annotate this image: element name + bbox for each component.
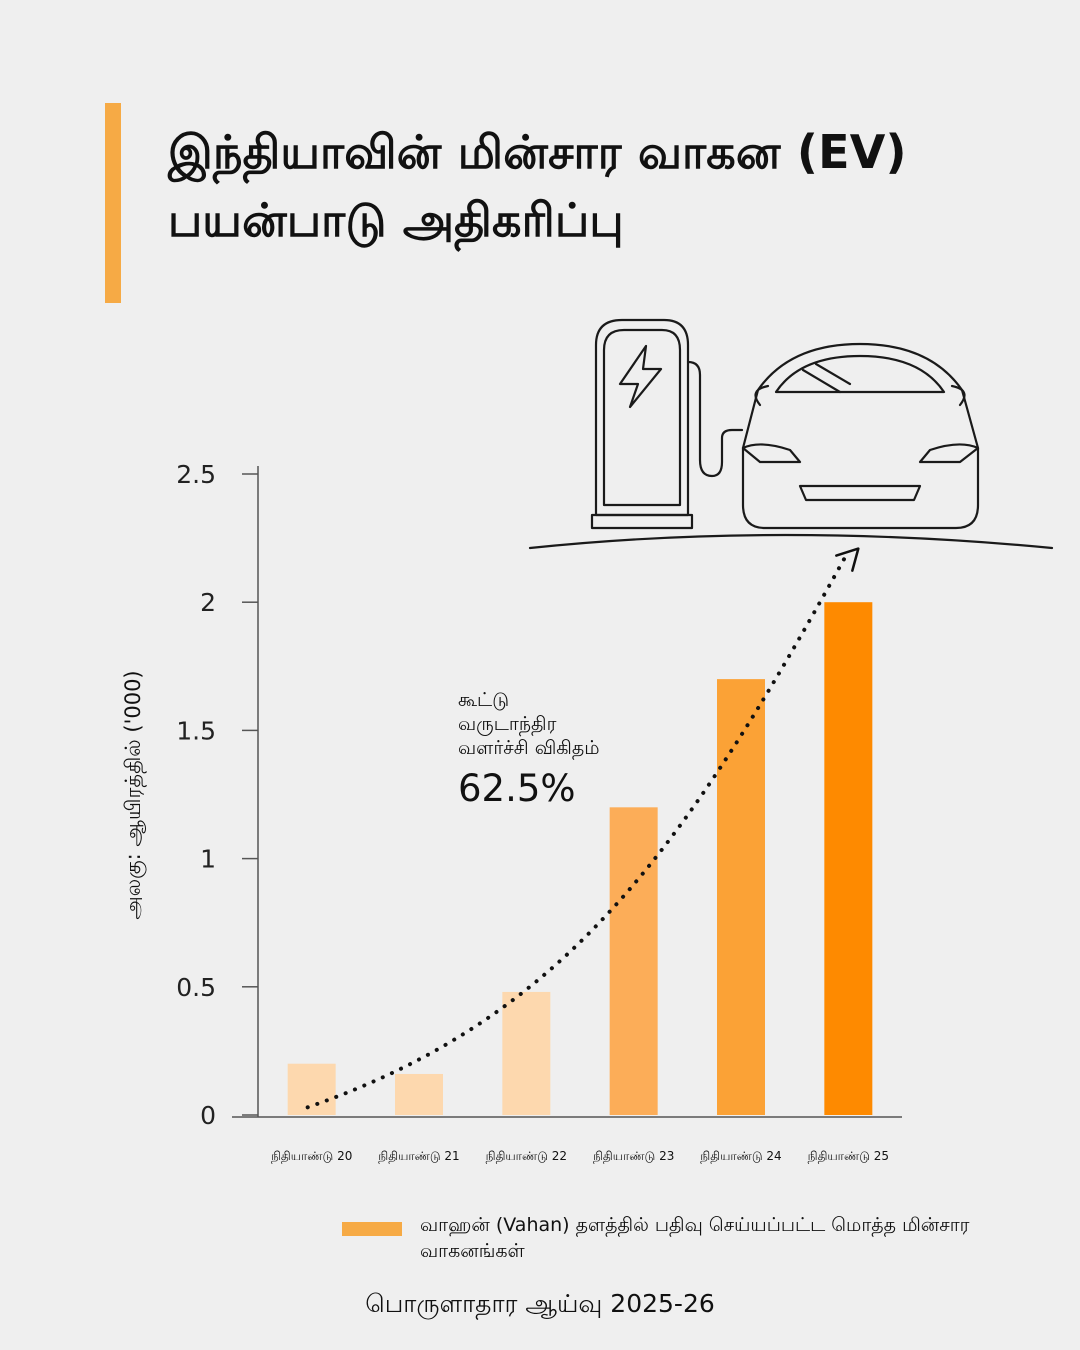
- bar-6: [824, 602, 873, 1115]
- cagr-label-line-1: கூட்டு: [458, 689, 510, 711]
- y-tick-label: 1: [200, 845, 216, 874]
- page-title: இந்தியாவின் மின்சார வாகன (EV) பயன்பாடு அ…: [168, 125, 907, 247]
- cagr-value: 62.5%: [458, 767, 576, 810]
- cagr-label-line-3: வளர்ச்சி விகிதம்: [458, 737, 600, 759]
- bar-3: [502, 991, 551, 1115]
- y-tick-label: 1.5: [176, 716, 216, 745]
- x-labels-group: நிதியாண்டு 20 நிதியாண்டு 21 நிதியாண்டு 22 ந…: [271, 1149, 889, 1163]
- y-tick-label: 0: [200, 1101, 216, 1130]
- source-credit: பொருளாதார ஆய்வு 2025-26: [365, 1289, 715, 1318]
- legend-label: வாஹன் (Vahan) தளத்தில் பதிவு செய்யப்பட்ட…: [420, 1214, 970, 1262]
- y-tick-label: 0.5: [176, 973, 216, 1002]
- x-tick-label: நிதியாண்டு 23: [593, 1149, 674, 1163]
- bar-5: [717, 679, 765, 1115]
- trend-line: [305, 556, 847, 1110]
- ev-charger-icon: [590, 318, 744, 530]
- chart-canvas: 00.511.522.5 நிதியாண்டு 20 நிதியாண்டு 21 ந…: [121, 318, 1054, 1163]
- bar-2: [395, 1073, 443, 1115]
- legend-swatch: [342, 1222, 402, 1236]
- ev-illustration: [528, 318, 1054, 550]
- electric-car-icon: [741, 342, 980, 530]
- y-tick-label: 2.5: [176, 460, 216, 489]
- ground-line-icon: [528, 533, 1054, 550]
- y-axis-title: அலகு: ஆயிரத்தில் ('000): [121, 670, 147, 919]
- x-tick-label: நிதியாண்டு 22: [486, 1149, 567, 1163]
- x-tick-label: நிதியாண்டு 21: [378, 1149, 459, 1163]
- y-ticks-group: 0 0.5 1 1.5 2 2.5: [176, 460, 258, 1130]
- x-tick-label: நிதியாண்டு 24: [700, 1149, 781, 1163]
- bars-group: [287, 602, 873, 1115]
- bar-4: [609, 807, 658, 1115]
- bar-1: [287, 1063, 336, 1115]
- title-accent-bar: [105, 103, 121, 303]
- x-tick-label: நிதியாண்டு 25: [808, 1149, 889, 1163]
- x-tick-label: நிதியாண்டு 20: [271, 1149, 352, 1163]
- cagr-annotation: கூட்டு வருடாந்திர வளர்ச்சி விகிதம் 62.5%: [458, 688, 678, 814]
- cagr-label-line-2: வருடாந்திர: [458, 713, 557, 735]
- y-tick-label: 2: [200, 588, 216, 617]
- lightning-bolt-icon: [618, 344, 663, 409]
- trend-arrow-icon: [835, 547, 860, 572]
